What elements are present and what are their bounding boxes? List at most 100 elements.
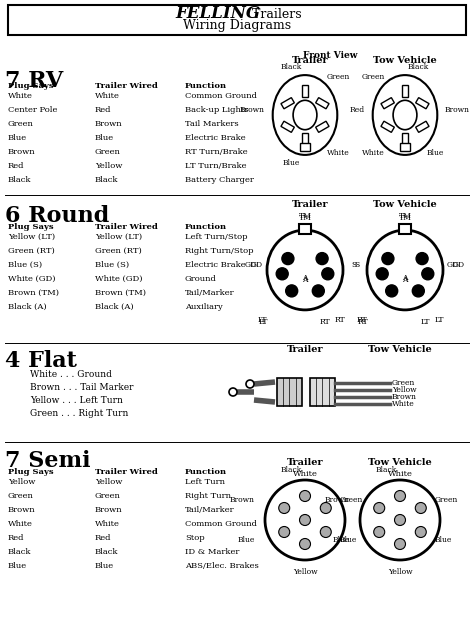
Text: Plug Says: Plug Says bbox=[8, 82, 54, 90]
Text: White (GD): White (GD) bbox=[95, 275, 143, 283]
Text: ID & Marker: ID & Marker bbox=[185, 548, 239, 556]
Ellipse shape bbox=[367, 230, 443, 310]
Bar bbox=[302, 132, 308, 144]
Bar bbox=[381, 98, 394, 109]
Circle shape bbox=[300, 491, 310, 501]
Text: 4 Flat: 4 Flat bbox=[5, 350, 77, 372]
Circle shape bbox=[394, 539, 405, 549]
Text: Black: Black bbox=[95, 548, 118, 556]
Bar bbox=[281, 121, 294, 132]
Text: Black: Black bbox=[376, 466, 397, 474]
Text: Blue: Blue bbox=[95, 562, 114, 570]
Ellipse shape bbox=[273, 75, 337, 155]
Text: Brown: Brown bbox=[8, 148, 36, 156]
Text: RT: RT bbox=[319, 318, 330, 326]
Text: Blue: Blue bbox=[8, 134, 27, 142]
Text: Trailer Wired: Trailer Wired bbox=[95, 82, 158, 90]
Bar bbox=[299, 224, 311, 234]
Text: Red: Red bbox=[95, 106, 111, 114]
Circle shape bbox=[316, 253, 328, 264]
Text: Blue: Blue bbox=[283, 159, 300, 167]
Bar bbox=[300, 143, 310, 151]
Text: Green: Green bbox=[340, 496, 364, 504]
Circle shape bbox=[394, 491, 405, 501]
Text: A: A bbox=[402, 276, 408, 284]
Text: Yellow: Yellow bbox=[388, 568, 412, 576]
Text: Green: Green bbox=[362, 73, 385, 81]
Text: TM: TM bbox=[299, 212, 311, 220]
Text: Trailer Wired: Trailer Wired bbox=[95, 223, 158, 231]
Text: Blue: Blue bbox=[8, 562, 27, 570]
Text: Red: Red bbox=[8, 162, 25, 170]
Circle shape bbox=[376, 268, 388, 280]
Text: Tow Vehicle: Tow Vehicle bbox=[373, 56, 437, 65]
Text: Tail Markers: Tail Markers bbox=[185, 120, 238, 128]
Text: Green: Green bbox=[8, 120, 34, 128]
Text: Blue: Blue bbox=[333, 536, 350, 544]
Text: Yellow: Yellow bbox=[392, 386, 417, 394]
Text: White: White bbox=[327, 149, 350, 157]
Text: Blue (S): Blue (S) bbox=[8, 261, 42, 269]
Text: S: S bbox=[352, 261, 357, 269]
Text: Tail/Marker: Tail/Marker bbox=[185, 506, 235, 514]
Circle shape bbox=[382, 253, 394, 264]
Text: White: White bbox=[392, 400, 415, 408]
Text: Trailer: Trailer bbox=[292, 56, 328, 65]
Text: GD: GD bbox=[245, 261, 257, 269]
Text: Trailers: Trailers bbox=[248, 8, 301, 21]
Text: Yellow (LT): Yellow (LT) bbox=[95, 233, 142, 241]
Text: Blue: Blue bbox=[95, 134, 114, 142]
Text: Black: Black bbox=[8, 548, 31, 556]
Circle shape bbox=[416, 253, 428, 264]
Text: RT: RT bbox=[356, 316, 367, 324]
Text: LT: LT bbox=[435, 316, 445, 324]
Text: Trailer: Trailer bbox=[292, 200, 328, 209]
Text: White: White bbox=[388, 470, 412, 478]
Text: Blue (S): Blue (S) bbox=[95, 261, 129, 269]
Circle shape bbox=[282, 253, 294, 264]
Text: Blue: Blue bbox=[435, 536, 452, 544]
Text: LT: LT bbox=[257, 316, 267, 324]
Circle shape bbox=[279, 503, 290, 514]
Text: Plug Says: Plug Says bbox=[8, 468, 54, 476]
Bar bbox=[8, 5, 466, 35]
Bar bbox=[402, 86, 408, 98]
Text: Function: Function bbox=[185, 223, 227, 231]
Text: Tow Vehicle: Tow Vehicle bbox=[368, 345, 432, 354]
Text: Red: Red bbox=[95, 534, 111, 542]
Text: Electric Brake: Electric Brake bbox=[185, 261, 246, 269]
Text: Battery Charger: Battery Charger bbox=[185, 176, 254, 184]
Ellipse shape bbox=[393, 100, 417, 130]
Text: Yellow: Yellow bbox=[292, 568, 317, 576]
Text: Yellow (LT): Yellow (LT) bbox=[8, 233, 55, 241]
Text: Green: Green bbox=[327, 73, 350, 81]
Text: Brown: Brown bbox=[230, 496, 255, 504]
Text: 7 RV: 7 RV bbox=[5, 70, 63, 92]
Circle shape bbox=[422, 268, 434, 280]
Text: RT: RT bbox=[357, 318, 368, 326]
Text: Left Turn: Left Turn bbox=[185, 478, 225, 486]
Text: Yellow . . . Left Turn: Yellow . . . Left Turn bbox=[30, 396, 123, 405]
Text: Yellow: Yellow bbox=[8, 478, 36, 486]
Text: 6 Round: 6 Round bbox=[5, 205, 109, 227]
Text: Green: Green bbox=[8, 492, 34, 500]
Text: Tail/Marker: Tail/Marker bbox=[185, 289, 235, 297]
Text: Left Turn/Stop: Left Turn/Stop bbox=[185, 233, 247, 241]
Ellipse shape bbox=[360, 480, 440, 560]
Bar bbox=[277, 378, 302, 406]
Bar bbox=[281, 98, 294, 109]
Bar bbox=[402, 132, 408, 144]
Text: Red: Red bbox=[350, 106, 365, 114]
Text: Center Pole: Center Pole bbox=[8, 106, 57, 114]
Text: White (GD): White (GD) bbox=[8, 275, 55, 283]
Text: Trailer: Trailer bbox=[287, 345, 323, 354]
Circle shape bbox=[386, 285, 398, 297]
Circle shape bbox=[374, 503, 385, 514]
Text: Right Turn: Right Turn bbox=[185, 492, 231, 500]
Circle shape bbox=[300, 539, 310, 549]
Circle shape bbox=[374, 526, 385, 538]
Text: Blue: Blue bbox=[237, 536, 255, 544]
Text: Back-up Lights: Back-up Lights bbox=[185, 106, 248, 114]
Bar bbox=[316, 98, 329, 109]
Text: ABS/Elec. Brakes: ABS/Elec. Brakes bbox=[185, 562, 259, 570]
